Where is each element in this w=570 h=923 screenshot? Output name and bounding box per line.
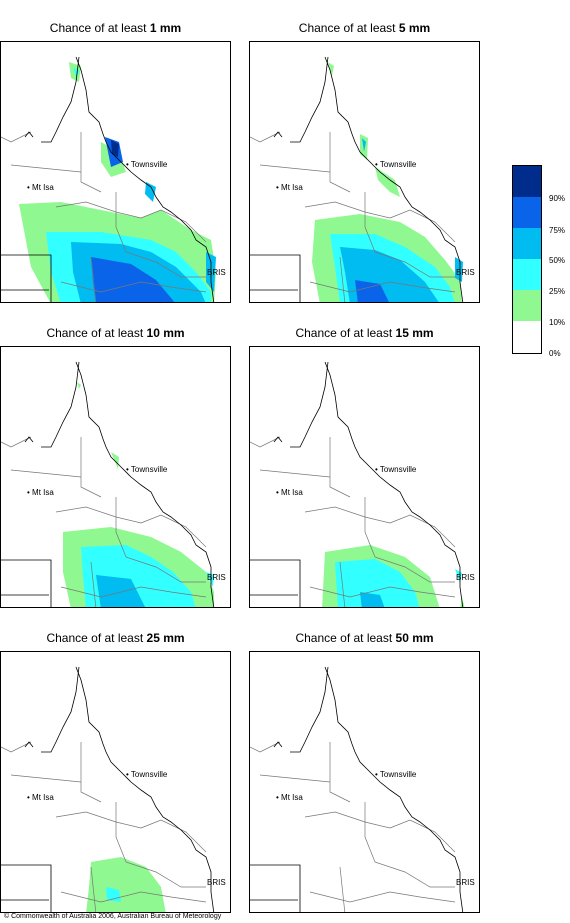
legend-label-75: 75%: [549, 226, 566, 235]
title-prefix: Chance of at least: [46, 326, 147, 340]
panel-title-25mm: Chance of at least 25 mm: [0, 631, 231, 645]
legend-swatch-0: [513, 321, 541, 352]
place-label-mt-isa: • Mt Isa: [276, 793, 303, 802]
place-label-bris: BRIS: [207, 878, 226, 887]
map-panel-10mm: • Townsville • Mt Isa BRIS: [0, 346, 231, 608]
rainfall-shading: [312, 62, 463, 302]
place-label-bris: BRIS: [207, 268, 226, 277]
place-label-townsville: • Townsville: [375, 465, 417, 474]
map-panel-50mm: • Townsville • Mt Isa BRIS: [249, 651, 480, 913]
rainfall-shading: [322, 545, 465, 607]
coastline: [1, 666, 215, 912]
panel-title-50mm: Chance of at least 50 mm: [249, 631, 480, 645]
legend-label-10: 10%: [549, 318, 566, 327]
legend-swatch-90: [513, 166, 541, 197]
title-prefix: Chance of at least: [46, 631, 147, 645]
map-panel-5mm: • Townsville • Mt Isa BRIS: [249, 41, 480, 303]
probability-legend: [512, 165, 542, 354]
place-label-bris: BRIS: [456, 878, 475, 887]
legend-label-90: 90%: [549, 194, 566, 203]
place-label-mt-isa: • Mt Isa: [27, 183, 54, 192]
place-label-townsville: • Townsville: [375, 770, 417, 779]
place-label-mt-isa: • Mt Isa: [276, 488, 303, 497]
region-boundaries: [1, 741, 207, 912]
place-label-bris: BRIS: [456, 573, 475, 582]
legend-swatch-50: [513, 228, 541, 259]
region-boundaries: [1, 131, 207, 302]
title-prefix: Chance of at least: [298, 21, 399, 35]
place-label-townsville: • Townsville: [126, 770, 168, 779]
legend-swatch-75: [513, 197, 541, 228]
title-prefix: Chance of at least: [295, 631, 396, 645]
place-label-townsville: • Townsville: [126, 465, 168, 474]
coastline: [250, 56, 464, 302]
panel-title-5mm: Chance of at least 5 mm: [249, 21, 480, 35]
region-boundaries: [250, 131, 456, 302]
title-amount: 1 mm: [149, 21, 182, 35]
map-panel-25mm: • Townsville • Mt Isa BRIS: [0, 651, 231, 913]
rainfall-shading: [63, 382, 214, 607]
title-prefix: Chance of at least: [49, 21, 150, 35]
rainfall-shading: [86, 857, 166, 912]
map-panel-15mm: • Townsville • Mt Isa BRIS: [249, 346, 480, 608]
place-label-bris: BRIS: [207, 573, 226, 582]
legend-swatch-10: [513, 290, 541, 321]
region-boundaries: [1, 436, 207, 607]
title-amount: 50 mm: [395, 631, 434, 645]
rain-map: [1, 361, 215, 607]
legend-swatch-25: [513, 259, 541, 290]
copyright-notice: © Commonwealth of Australia 2006, Austra…: [4, 913, 222, 920]
panel-title-10mm: Chance of at least 10 mm: [0, 326, 231, 340]
rain-map: [250, 361, 465, 607]
panel-title-1mm: Chance of at least 1 mm: [0, 21, 231, 35]
place-label-townsville: • Townsville: [375, 160, 417, 169]
legend-label-0: 0%: [549, 349, 561, 358]
place-label-mt-isa: • Mt Isa: [27, 488, 54, 497]
region-boundaries: [250, 741, 456, 912]
coastline: [250, 666, 464, 912]
rain-map: [250, 56, 464, 302]
place-label-mt-isa: • Mt Isa: [276, 183, 303, 192]
title-amount: 15 mm: [395, 326, 434, 340]
rainfall-shading: [19, 62, 216, 302]
rain-map: [250, 666, 464, 912]
region-boundaries: [250, 436, 456, 607]
place-label-bris: BRIS: [456, 268, 475, 277]
place-label-mt-isa: • Mt Isa: [27, 793, 54, 802]
title-amount: 5 mm: [398, 21, 431, 35]
legend-label-50: 50%: [549, 256, 566, 265]
coastline: [1, 56, 215, 302]
coastline: [250, 361, 464, 607]
title-amount: 10 mm: [146, 326, 185, 340]
coastline: [1, 361, 215, 607]
rain-map: [1, 56, 216, 302]
legend-label-25: 25%: [549, 287, 566, 296]
map-panel-1mm: • Townsville • Mt Isa BRIS: [0, 41, 231, 303]
rain-map: [1, 666, 215, 912]
panel-title-15mm: Chance of at least 15 mm: [249, 326, 480, 340]
title-prefix: Chance of at least: [295, 326, 396, 340]
place-label-townsville: • Townsville: [126, 160, 168, 169]
title-amount: 25 mm: [146, 631, 185, 645]
